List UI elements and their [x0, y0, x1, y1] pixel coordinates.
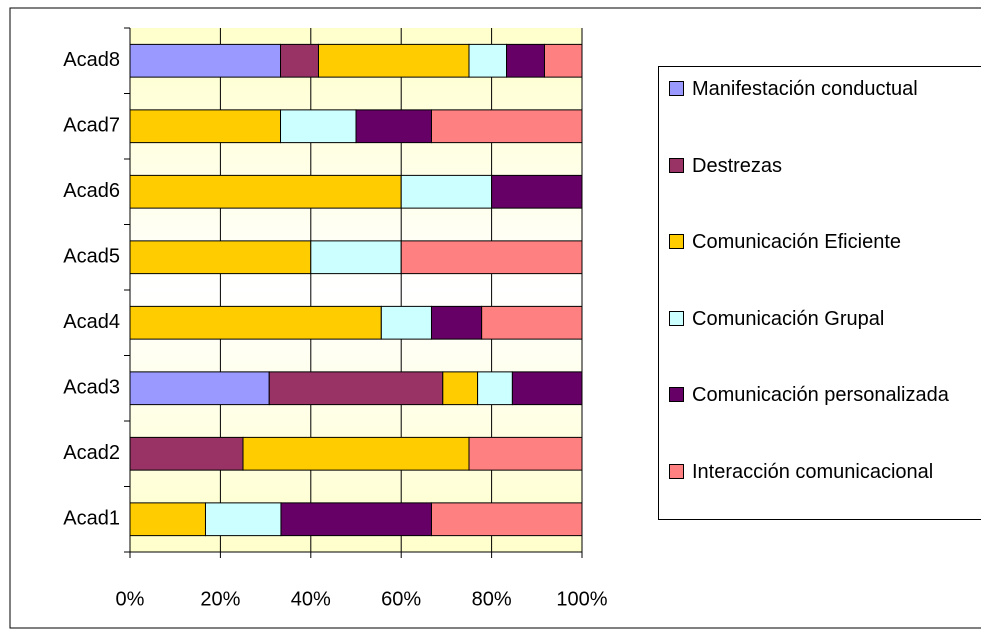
bar-segment [268, 371, 444, 406]
x-tick-label: 20% [200, 588, 240, 610]
bar-segment [310, 240, 402, 275]
legend-label: Comunicación Eficiente [692, 231, 901, 253]
legend-swatch [669, 463, 684, 479]
bar-segment [204, 502, 282, 537]
x-tick-label: 100% [556, 588, 607, 610]
legend: Manifestación conductual Destrezas Comunic… [658, 66, 981, 520]
y-tick-label: Acad4 [63, 311, 120, 333]
y-tick-label: Acad8 [63, 49, 120, 71]
y-tick-label: Acad1 [63, 508, 120, 530]
bar-segment [491, 174, 583, 209]
y-tick-label: Acad2 [63, 442, 120, 464]
bar-segment [442, 371, 479, 406]
legend-swatch [669, 157, 684, 173]
bar-segment [280, 43, 319, 78]
legend-label: Comunicación personalizada [692, 384, 949, 406]
bar-segment [506, 43, 545, 78]
legend-swatch [669, 310, 684, 326]
bar-segment [430, 305, 483, 340]
legend-swatch [669, 387, 684, 402]
legend-item: Comunicación Eficiente [669, 226, 980, 258]
plot-area [130, 28, 582, 552]
y-tick-label: Acad3 [63, 377, 120, 399]
bar-segment [129, 174, 402, 209]
bar-segment [430, 502, 583, 537]
bar-segment [129, 109, 282, 144]
bar-segment [481, 305, 583, 340]
legend-item: Comunicación Grupal [669, 303, 980, 335]
bar-segment [280, 502, 432, 537]
bar-segment [543, 43, 583, 78]
bar-segment [400, 174, 493, 209]
bar-segment [380, 305, 432, 340]
bar-segment [129, 240, 312, 275]
bar-segment [129, 43, 282, 78]
bar-segment [129, 502, 206, 537]
bar-segment [468, 43, 508, 78]
legend-label: Comunicación Grupal [692, 307, 885, 330]
bar-segment [400, 240, 583, 275]
bar-segment [430, 109, 583, 144]
bar-segment [355, 109, 432, 144]
chart-frame [9, 7, 981, 629]
x-tick-label: 0% [116, 588, 145, 610]
legend-label: Destrezas [692, 154, 783, 177]
bar-segment [280, 109, 357, 144]
bar-segment [317, 43, 470, 78]
bar-segment [511, 371, 583, 406]
legend-label: Interacción comunicacional [692, 460, 934, 483]
bar-segment [129, 371, 270, 406]
bar-segment [468, 436, 583, 471]
bar-segment [129, 305, 382, 340]
bar-segment [477, 371, 513, 406]
legend-item: Manifestación conductual [669, 73, 980, 105]
y-tick-label: Acad6 [63, 180, 120, 202]
y-tick-label: Acad7 [63, 115, 120, 137]
legend-swatch [669, 234, 684, 249]
legend-swatch [669, 81, 684, 96]
legend-item: Destrezas [669, 150, 980, 182]
legend-item: Interacción comunicacional [669, 456, 980, 488]
bar-segment [242, 436, 470, 471]
x-tick-label: 40% [291, 588, 331, 610]
bar-segment [129, 436, 244, 471]
x-tick-label: 60% [381, 588, 421, 610]
y-tick-label: Acad5 [63, 246, 120, 268]
legend-item: Comunicación personalizada [669, 379, 980, 411]
x-tick-label: 80% [472, 588, 512, 610]
legend-label: Manifestación conductual [692, 78, 918, 100]
